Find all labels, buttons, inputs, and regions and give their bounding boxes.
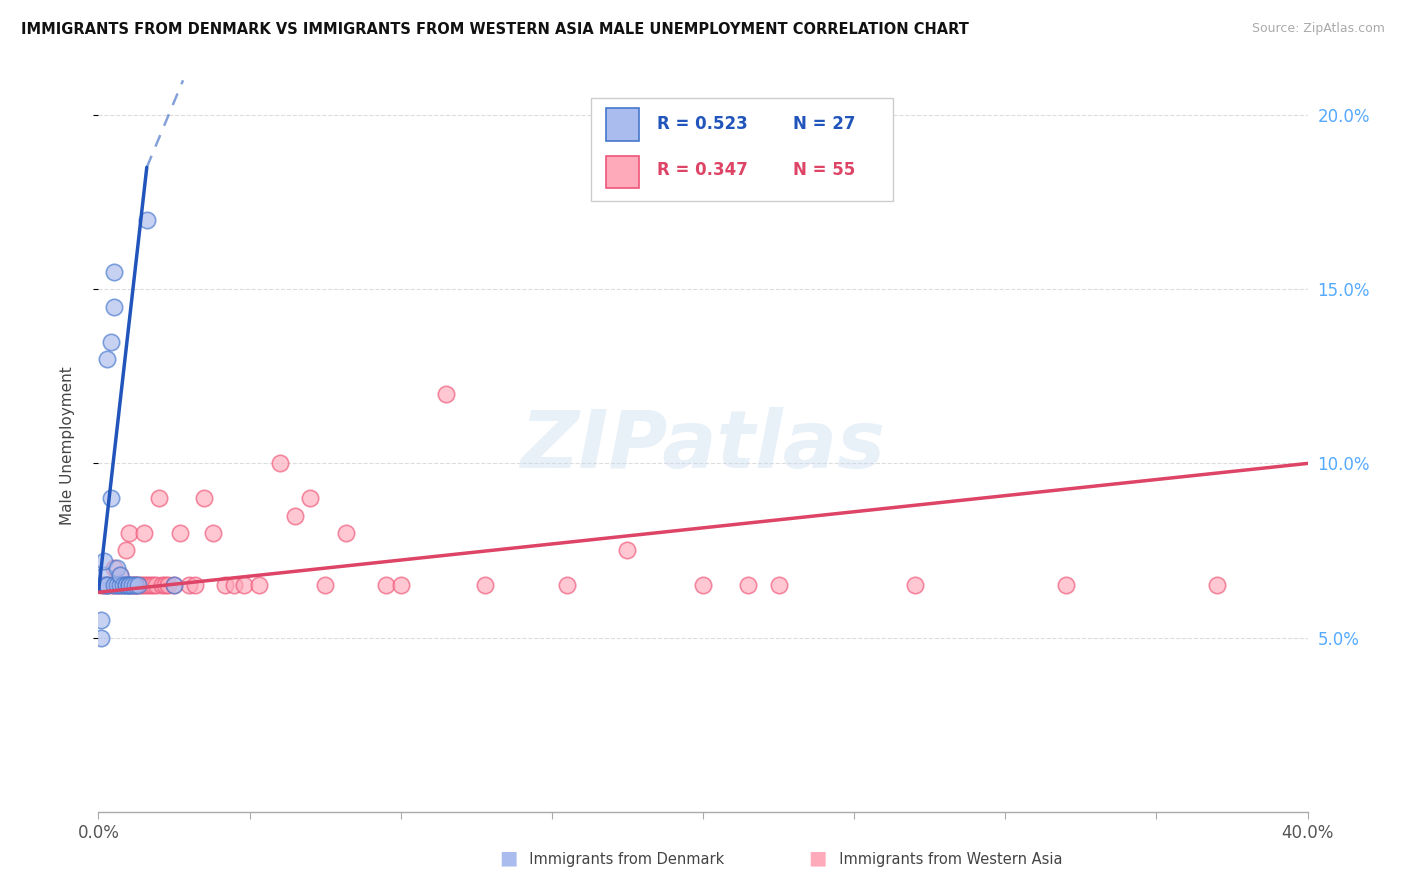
Point: [105, 561, 128, 575]
Text: N = 55: N = 55: [793, 161, 855, 179]
Point: [692, 578, 714, 592]
Point: [474, 578, 496, 592]
Point: [121, 578, 143, 592]
Point: [124, 578, 146, 592]
Point: [247, 578, 270, 592]
Point: [118, 578, 141, 592]
Point: [224, 578, 246, 592]
Point: [93, 578, 115, 592]
Point: [108, 567, 131, 582]
Point: [108, 567, 131, 582]
Point: [96, 578, 118, 592]
Point: [118, 578, 141, 592]
Point: [108, 578, 131, 592]
Point: [153, 578, 176, 592]
Point: [90, 613, 112, 627]
Point: [193, 491, 215, 506]
Text: ■: ■: [499, 848, 517, 867]
Point: [232, 578, 254, 592]
Point: [114, 578, 136, 592]
Point: [214, 578, 236, 592]
Point: [108, 578, 131, 592]
Point: [179, 578, 201, 592]
Point: [132, 578, 155, 592]
Bar: [606, 155, 638, 188]
Point: [904, 578, 927, 592]
Point: [90, 578, 112, 592]
Point: [389, 578, 412, 592]
Point: [184, 578, 207, 592]
Point: [103, 300, 125, 314]
Text: Immigrants from Denmark: Immigrants from Denmark: [520, 852, 724, 867]
Point: [96, 578, 118, 592]
Point: [150, 578, 173, 592]
Point: [124, 578, 146, 592]
Point: [111, 578, 134, 592]
Point: [93, 567, 115, 582]
Point: [768, 578, 790, 592]
Point: [163, 578, 186, 592]
Point: [299, 491, 322, 506]
Point: [105, 578, 128, 592]
Point: [100, 491, 122, 506]
Point: [93, 578, 115, 592]
Text: R = 0.347: R = 0.347: [657, 161, 748, 179]
Point: [103, 561, 125, 575]
Point: [156, 578, 179, 592]
Point: [163, 578, 186, 592]
Text: Immigrants from Western Asia: Immigrants from Western Asia: [830, 852, 1062, 867]
Point: [132, 526, 155, 541]
Point: [269, 457, 291, 471]
Point: [737, 578, 759, 592]
Point: [127, 578, 149, 592]
Text: R = 0.523: R = 0.523: [657, 115, 748, 133]
Point: [129, 578, 152, 592]
Point: [1054, 578, 1077, 592]
Point: [148, 491, 170, 506]
Point: [90, 631, 112, 645]
Point: [93, 554, 115, 568]
Point: [434, 386, 457, 401]
Point: [139, 578, 162, 592]
Point: [314, 578, 336, 592]
Text: ■: ■: [808, 848, 827, 867]
Text: ZIPatlas: ZIPatlas: [520, 407, 886, 485]
Point: [111, 578, 134, 592]
Point: [135, 212, 157, 227]
Point: [1206, 578, 1229, 592]
Point: [145, 578, 167, 592]
Point: [135, 578, 157, 592]
Point: [118, 578, 141, 592]
Point: [616, 543, 638, 558]
Point: [374, 578, 396, 592]
Point: [555, 578, 578, 592]
Point: [124, 578, 146, 592]
Point: [169, 526, 191, 541]
Point: [121, 578, 143, 592]
Point: [100, 334, 122, 349]
Point: [127, 578, 149, 592]
Text: IMMIGRANTS FROM DENMARK VS IMMIGRANTS FROM WESTERN ASIA MALE UNEMPLOYMENT CORREL: IMMIGRANTS FROM DENMARK VS IMMIGRANTS FR…: [21, 22, 969, 37]
Point: [335, 526, 357, 541]
Point: [103, 578, 125, 592]
Point: [114, 543, 136, 558]
Y-axis label: Male Unemployment: Male Unemployment: [60, 367, 75, 525]
Point: [96, 578, 118, 592]
Point: [103, 578, 125, 592]
Point: [284, 508, 307, 523]
Bar: [606, 108, 638, 141]
Point: [114, 578, 136, 592]
Text: Source: ZipAtlas.com: Source: ZipAtlas.com: [1251, 22, 1385, 36]
Point: [202, 526, 225, 541]
Point: [118, 526, 141, 541]
Point: [103, 265, 125, 279]
Text: N = 27: N = 27: [793, 115, 856, 133]
Point: [96, 351, 118, 366]
Point: [105, 578, 128, 592]
Point: [100, 578, 122, 592]
Point: [142, 578, 165, 592]
